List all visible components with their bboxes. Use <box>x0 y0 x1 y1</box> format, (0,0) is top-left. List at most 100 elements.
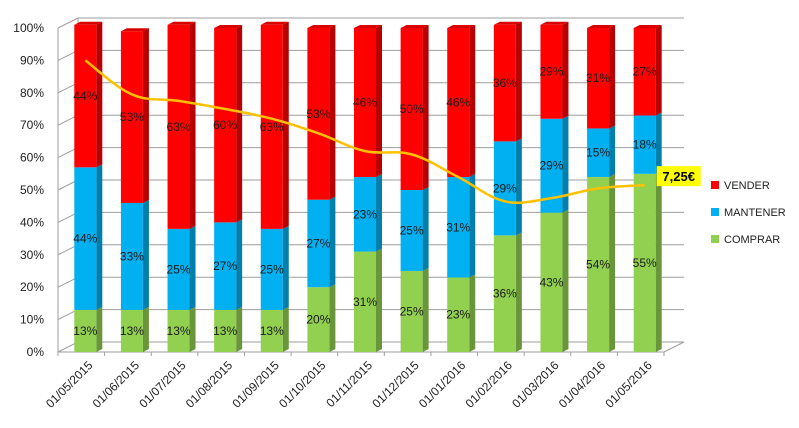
bar-segment-comprar <box>633 173 656 352</box>
data-label-vender: 46% <box>446 96 470 110</box>
bar-side-vender <box>609 25 616 129</box>
y-tick-label: 90% <box>20 53 44 67</box>
bar-side-vender <box>189 21 196 229</box>
legend-swatch-comprar <box>711 235 719 243</box>
bar-top <box>587 25 616 28</box>
data-label-comprar: 20% <box>306 313 330 327</box>
y-tick-label: 100% <box>13 21 44 35</box>
data-label-vender: 31% <box>586 71 610 85</box>
bar-top <box>167 21 196 25</box>
bar-stack <box>167 21 196 352</box>
y-tick-label: 70% <box>20 118 44 132</box>
bar-side-vender <box>655 25 662 116</box>
x-tick-labels: 01/05/201501/06/201501/07/201501/08/2015… <box>43 358 655 411</box>
data-label-mantener: 33% <box>120 249 144 263</box>
data-label-mantener: 23% <box>353 207 377 221</box>
bar-stack <box>447 25 476 352</box>
bar-stack <box>260 21 289 352</box>
legend: VENDER MANTENER COMPRAR <box>711 180 786 246</box>
bar-top <box>74 21 103 25</box>
data-label-mantener: 25% <box>260 262 284 276</box>
bar-segment-mantener <box>587 128 610 178</box>
bar-side-mantener <box>142 199 149 310</box>
bar-segment-vender <box>447 28 470 178</box>
bar-side-comprar <box>562 209 569 352</box>
data-label-comprar: 36% <box>493 287 517 301</box>
bar-side-vender <box>376 25 382 178</box>
data-label-comprar: 25% <box>400 305 424 319</box>
y-tick-labels: 0% 10% 20% 30% 40% 50% 60% 70% 80% 90% 100% <box>13 21 44 359</box>
bar-side-mantener <box>282 225 289 310</box>
bar-stack <box>633 25 662 352</box>
bar-segment-mantener <box>74 167 97 310</box>
bar-side-mantener <box>96 164 103 310</box>
y-tick-label: 40% <box>20 215 44 229</box>
bar-segment-mantener <box>214 222 237 310</box>
bar-top <box>214 25 243 28</box>
bar-side-mantener <box>376 174 382 252</box>
legend-swatch-vender <box>711 181 719 189</box>
data-label-vender: 63% <box>167 120 191 134</box>
bar-segment-comprar <box>74 309 97 352</box>
bar-segment-comprar <box>167 309 190 352</box>
bar-side-vender <box>562 21 569 119</box>
data-label-mantener: 18% <box>633 138 657 152</box>
bar-side-comprar <box>515 232 522 352</box>
bar-stack <box>307 25 336 352</box>
bar-side-mantener <box>236 219 243 310</box>
legend-label-vender: VENDER <box>724 180 770 192</box>
bar-segment-vender <box>307 28 330 200</box>
data-label-vender: 36% <box>493 76 517 90</box>
data-label-vender: 50% <box>400 102 424 116</box>
x-tick-label: 01/09/2015 <box>230 358 283 411</box>
bar-side-comprar <box>422 268 429 352</box>
bar-side-mantener <box>469 174 476 278</box>
bar-segment-vender <box>493 24 516 142</box>
y-tick-label: 50% <box>20 183 44 197</box>
bar-side-comprar <box>469 274 476 352</box>
bar-side-mantener <box>329 196 336 288</box>
bar-side-comprar <box>96 306 103 352</box>
y-tick-label: 80% <box>20 86 44 100</box>
data-label-vender: 60% <box>213 118 237 132</box>
bar-side-mantener <box>609 125 616 178</box>
bar-segment-comprar <box>400 271 423 352</box>
bar-side-comprar <box>655 170 662 352</box>
bar-segment-vender <box>400 28 423 190</box>
x-tick-label: 01/04/2016 <box>556 358 609 411</box>
data-label-mantener: 44% <box>73 232 97 246</box>
bar-segment-comprar <box>120 309 143 352</box>
bar-side-vender <box>142 28 149 203</box>
price-label-text: 7,25€ <box>662 169 695 184</box>
data-label-vender: 53% <box>306 107 330 121</box>
y-tick-label: 10% <box>20 313 44 327</box>
bar-stack <box>120 28 149 352</box>
bar-segment-vender <box>633 28 656 116</box>
data-label-mantener: 27% <box>213 259 237 273</box>
x-tick-label: 01/06/2015 <box>90 358 143 411</box>
bar-side-vender <box>329 25 336 200</box>
y-tick-label: 20% <box>20 280 44 294</box>
bar-top <box>354 25 382 28</box>
x-tick-label: 01/05/2016 <box>602 358 655 411</box>
bar-segment-vender <box>354 28 376 178</box>
bar-segment-comprar <box>587 177 610 352</box>
bar-stack <box>214 25 243 352</box>
bar-side-comprar <box>282 306 289 352</box>
x-tick-label: 01/08/2015 <box>183 358 236 411</box>
bar-top <box>633 25 662 28</box>
data-label-vender: 44% <box>73 89 97 103</box>
bar-top <box>307 25 336 28</box>
bar-side-vender <box>96 21 103 168</box>
bar-segment-vender <box>74 24 97 168</box>
data-label-comprar: 13% <box>213 324 237 338</box>
data-labels: 13% 44% 44% 13% 33% 53% 13% 25% 63% 13% 27% 60% 13% 2… <box>73 65 657 338</box>
bar-side-vender <box>236 25 243 223</box>
bar-side-comprar <box>189 306 196 352</box>
y-tick-label: 0% <box>27 345 45 359</box>
bar-top <box>120 28 149 32</box>
x-tick-label: 01/01/2016 <box>416 358 469 411</box>
price-end-label: 7,25€ <box>656 166 701 187</box>
bar-stack <box>587 25 616 352</box>
bar-side-mantener <box>562 115 569 213</box>
